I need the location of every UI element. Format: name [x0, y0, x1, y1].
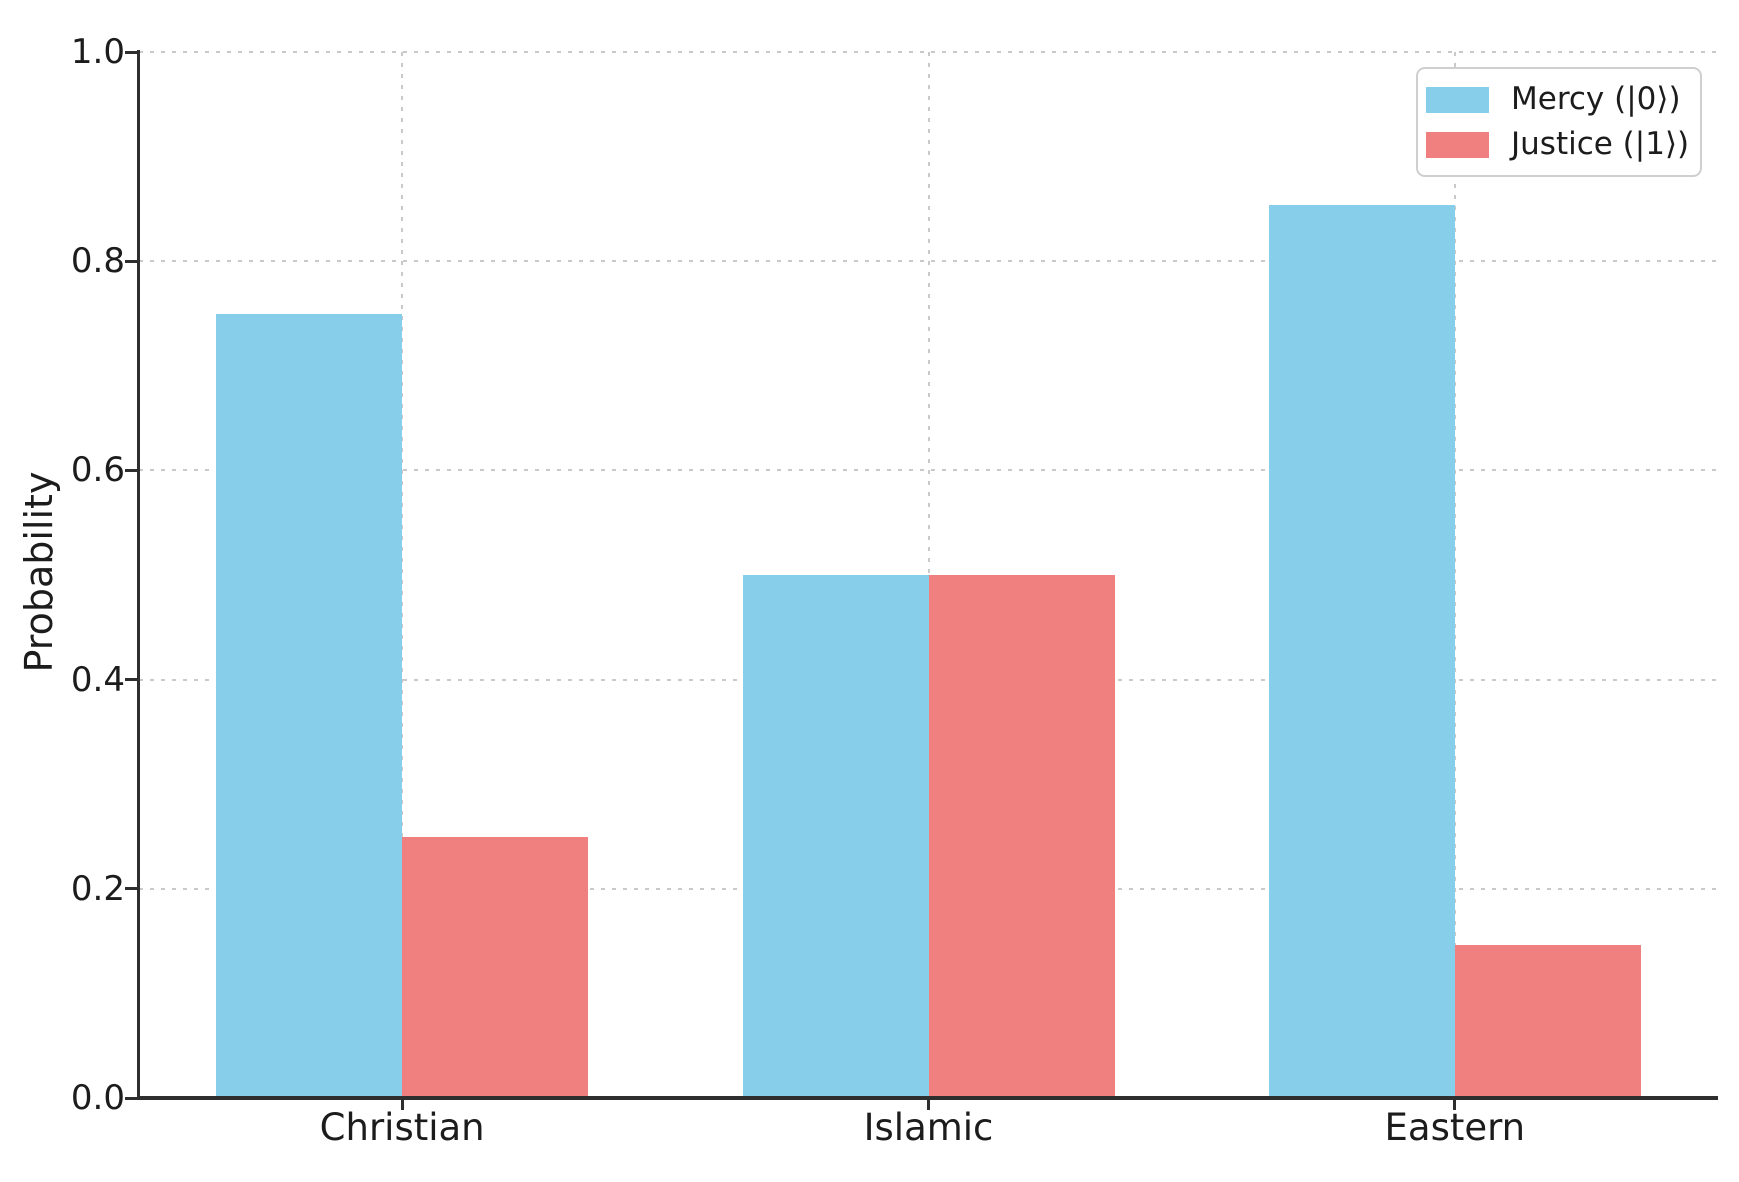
- legend-swatch-mercy: [1426, 86, 1489, 113]
- x-tick-label-islamic: Islamic: [863, 1106, 994, 1149]
- y-tick-mark-1.0: [125, 50, 138, 54]
- y-tick-mark-0.0: [125, 1096, 138, 1100]
- y-tick-label-0.4: 0.4: [70, 659, 125, 700]
- legend: Mercy (|0⟩) Justice (|1⟩): [1416, 67, 1702, 177]
- x-tick-label-christian: Christian: [319, 1106, 485, 1149]
- bar-christian-mercy: [216, 313, 403, 1098]
- x-axis-spine: [137, 1096, 1718, 1100]
- gridline-vertical-eastern: [1453, 52, 1456, 1098]
- plot-area: [139, 51, 1718, 1099]
- y-tick-mark-0.6: [125, 468, 138, 472]
- x-tick-mark-eastern: [1453, 1100, 1457, 1110]
- y-axis-title: Probability: [17, 471, 61, 673]
- y-tick-mark-0.2: [125, 887, 138, 891]
- bar-islamic-justice: [928, 575, 1115, 1098]
- y-tick-label-0.6: 0.6: [70, 450, 125, 491]
- legend-entry-mercy: Mercy (|0⟩): [1426, 83, 1690, 116]
- y-axis-spine: [137, 50, 140, 1099]
- legend-swatch-justice: [1426, 131, 1489, 158]
- y-tick-label-0.8: 0.8: [70, 241, 125, 282]
- gridline-vertical-christian: [401, 52, 404, 1098]
- legend-label-justice: Justice (|1⟩): [1511, 126, 1690, 162]
- x-tick-label-eastern: Eastern: [1384, 1106, 1526, 1149]
- bar-christian-justice: [402, 836, 589, 1098]
- legend-entry-justice: Justice (|1⟩): [1426, 128, 1690, 161]
- y-tick-label-0.0: 0.0: [70, 1078, 125, 1118]
- x-tick-mark-christian: [400, 1100, 404, 1110]
- bar-islamic-mercy: [742, 575, 929, 1098]
- y-tick-label-0.2: 0.2: [70, 868, 125, 909]
- bar-eastern-justice: [1454, 945, 1641, 1098]
- bar-eastern-mercy: [1268, 204, 1455, 1098]
- y-tick-mark-0.8: [125, 259, 138, 263]
- legend-label-mercy: Mercy (|0⟩): [1511, 81, 1681, 117]
- y-tick-label-1.0: 1.0: [70, 32, 125, 72]
- x-tick-mark-islamic: [927, 1100, 930, 1110]
- y-tick-mark-0.4: [125, 678, 138, 682]
